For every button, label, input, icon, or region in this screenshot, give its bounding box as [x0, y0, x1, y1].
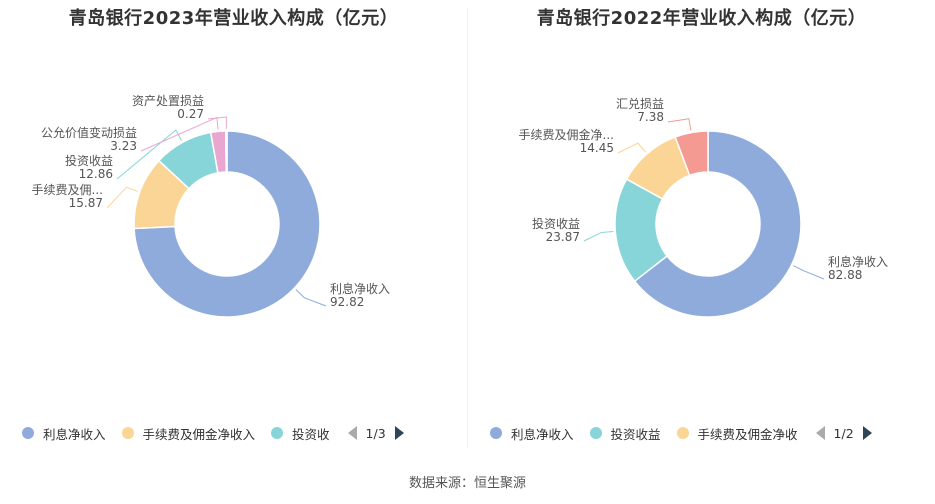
legend-page-indicator: 1/2	[833, 425, 854, 441]
chart-title: 青岛银行2022年营业收入构成（亿元）	[536, 8, 867, 29]
slice-value-label: 82.88	[828, 268, 862, 282]
slice-value-label: 14.45	[580, 141, 614, 155]
legend-marker	[676, 427, 689, 439]
legend-next-arrow-icon[interactable]	[862, 426, 872, 440]
slice-label: 手续费及佣...	[32, 183, 103, 197]
legend-item[interactable]: 投资收益	[589, 424, 661, 443]
leader-line	[583, 231, 614, 242]
legend-pager: 1/2	[815, 425, 872, 441]
legend-item[interactable]: 投资收	[271, 424, 330, 443]
slice-label: 公允价值变动损益	[41, 125, 137, 140]
legend-marker	[589, 427, 602, 439]
leader-line	[793, 265, 825, 280]
legend-label: 利息净收入	[511, 426, 574, 442]
leader-line	[140, 116, 219, 152]
chart-legend: 利息净收入 投资收益 手续费及佣金净收 1/2	[490, 422, 872, 444]
slice-label: 投资收益	[65, 153, 113, 168]
chart-panel-2022: 青岛银行2022年营业收入构成（亿元） 利息净收入 82.88 投资收益 23.87 手…	[468, 0, 935, 460]
legend-label: 手续费及佣金净收入	[142, 426, 256, 442]
legend-marker	[271, 427, 284, 439]
legend-item[interactable]: 利息净收入	[490, 424, 574, 443]
slice-e6b187e58591e68d9fe79b8a[interactable]	[674, 130, 709, 177]
leader-line	[116, 129, 182, 180]
panel-divider	[467, 8, 468, 448]
legend-item[interactable]: 手续费及佣金净收	[676, 424, 798, 443]
slice-value-label: 0.27	[177, 107, 204, 121]
legend-next-arrow-icon[interactable]	[394, 426, 404, 440]
legend-label: 利息净收入	[43, 426, 106, 442]
legend-pager: 1/3	[347, 425, 404, 441]
legend-marker	[121, 427, 134, 439]
legend-label: 投资收益	[610, 426, 661, 442]
chart-legend: 利息净收入 手续费及佣金净收入 投资收 1/3	[22, 422, 404, 444]
legend-page-indicator: 1/3	[365, 425, 386, 441]
legend-prev-arrow-icon[interactable]	[815, 426, 825, 440]
leader-line	[207, 116, 227, 130]
legend-item[interactable]: 手续费及佣金净收入	[121, 424, 256, 443]
slice-value-label: 23.87	[546, 230, 580, 244]
legend-label: 投资收	[292, 426, 330, 442]
leader-line	[617, 142, 647, 154]
chart-title: 青岛银行2023年营业收入构成（亿元）	[68, 8, 399, 29]
slice-value-label: 3.23	[110, 139, 137, 153]
slice-value-label: 92.82	[330, 295, 364, 309]
slice-label: 资产处置损益	[132, 94, 204, 108]
leader-line	[667, 118, 692, 131]
legend-prev-arrow-icon[interactable]	[347, 426, 357, 440]
legend-marker	[22, 427, 34, 439]
leader-line	[106, 186, 138, 209]
slice-label: 汇兑损益	[616, 97, 664, 111]
slice-label: 手续费及佣金净...	[519, 127, 614, 142]
chart-panel-2023: 青岛银行2023年营业收入构成（亿元） 利息净收入 92.82 手续费及佣... 15…	[0, 0, 467, 460]
slice-value-label: 15.87	[69, 196, 103, 210]
slice-value-label: 7.38	[637, 110, 664, 124]
data-source-note: 数据来源：恒生聚源	[408, 476, 526, 491]
slice-e8b584e4baa7e5a484e7bdae[interactable]	[224, 130, 228, 173]
legend-label: 手续费及佣金净收	[697, 426, 798, 442]
slice-label: 利息净收入	[828, 254, 888, 269]
slice-e588a9e681afe58780e694b6[interactable]	[633, 130, 802, 318]
slice-e588a9e681afe58780e694b6[interactable]	[133, 130, 321, 318]
legend-item[interactable]: 利息净收入	[22, 424, 106, 443]
leader-line	[295, 289, 327, 307]
legend-marker	[490, 427, 502, 439]
slice-label: 投资收益	[532, 216, 580, 231]
slice-value-label: 12.86	[79, 167, 113, 181]
slice-label: 利息净收入	[330, 281, 390, 296]
